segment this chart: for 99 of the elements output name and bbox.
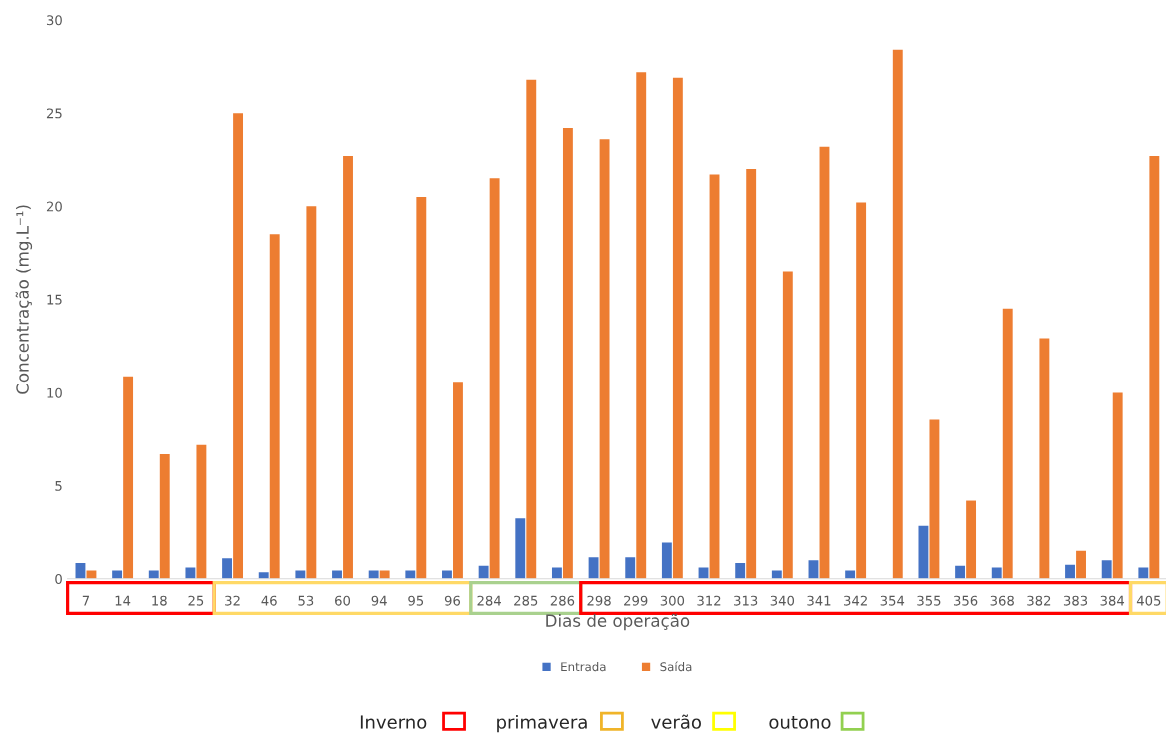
x-tick-label: 356	[954, 595, 978, 606]
y-tick-label: 5	[55, 481, 62, 491]
bar	[955, 565, 966, 579]
x-tick-label: 300	[660, 595, 685, 606]
x-tick-label: 354	[880, 595, 905, 606]
bar	[148, 570, 159, 579]
bar	[453, 382, 463, 579]
x-tick-label: 284	[477, 595, 501, 606]
bar	[562, 128, 573, 579]
x-tick-label: 405	[1136, 595, 1161, 606]
bar	[735, 562, 746, 579]
x-tick-label: 299	[624, 595, 648, 606]
bar	[856, 202, 867, 579]
y-tick-label: 0	[55, 573, 62, 584]
bar	[233, 113, 243, 579]
bar	[489, 178, 500, 579]
x-tick-label: 313	[734, 595, 758, 606]
x-tick-label: 46	[261, 595, 277, 606]
x-tick-label: 14	[115, 595, 131, 606]
x-tick-label: 25	[188, 595, 204, 606]
bar	[515, 518, 526, 579]
y-tick-label: 10	[47, 387, 62, 398]
x-tick-label: 60	[335, 595, 351, 606]
bar	[478, 565, 489, 579]
bar	[636, 72, 647, 579]
bar	[306, 206, 317, 579]
bar	[343, 155, 353, 579]
bar	[966, 500, 977, 579]
bar	[1002, 308, 1013, 579]
x-tick-label: 18	[152, 595, 167, 606]
bar	[295, 570, 306, 579]
x-tick-label: 94	[371, 595, 387, 606]
x-tick-label: 382	[1027, 595, 1051, 606]
x-tick-label: 286	[550, 595, 575, 606]
bar	[1039, 338, 1050, 579]
bar	[1076, 550, 1086, 579]
y-tick-label: 25	[46, 108, 62, 119]
bar	[551, 567, 562, 579]
y-tick-label: 20	[46, 201, 62, 212]
bar	[1149, 155, 1160, 579]
bar	[771, 570, 782, 579]
text: outono	[769, 715, 831, 729]
bar	[258, 572, 269, 579]
text: primavera	[497, 714, 587, 733]
bar	[918, 525, 929, 579]
bar	[379, 570, 390, 579]
bar	[782, 271, 793, 579]
x-tick-label: 312	[697, 595, 721, 606]
x-tick-label: 53	[298, 595, 314, 606]
bar	[416, 196, 427, 579]
bar	[709, 174, 720, 579]
text: Inverno	[360, 715, 427, 729]
bar	[892, 49, 903, 579]
bar	[661, 542, 672, 579]
x-tick-label: 383	[1063, 595, 1088, 606]
bar	[1101, 560, 1112, 579]
bar	[1112, 392, 1123, 579]
bar	[332, 570, 342, 579]
bar	[123, 376, 134, 579]
x-tick-label: 341	[807, 595, 831, 606]
bar	[746, 169, 757, 579]
bar	[368, 570, 379, 579]
bar	[185, 567, 196, 579]
x-tick-label: 342	[844, 595, 867, 606]
bar	[929, 419, 940, 579]
x-tick-label: 298	[587, 595, 611, 606]
x-axis-title: Dias de operação	[546, 613, 690, 631]
bar	[1065, 564, 1075, 579]
x-tick-label: 384	[1100, 595, 1125, 606]
bar	[672, 77, 683, 579]
bar	[819, 146, 830, 579]
x-tick-label: 95	[408, 595, 424, 606]
bar	[625, 557, 636, 579]
x-tick-label: 285	[514, 595, 538, 606]
bar	[991, 567, 1002, 579]
y-tick-label: 30	[46, 15, 62, 26]
x-tick-label: 340	[770, 595, 795, 606]
x-tick-label: 32	[225, 595, 240, 606]
bar	[196, 444, 207, 579]
bar	[112, 570, 123, 579]
bar	[442, 570, 452, 579]
bar	[599, 139, 610, 579]
bar	[159, 453, 170, 579]
x-tick-label: 368	[990, 595, 1014, 606]
bar	[526, 79, 537, 579]
bar	[845, 570, 856, 579]
bar	[1138, 567, 1149, 579]
bar	[588, 557, 599, 579]
text: verão	[651, 714, 701, 729]
y-tick-label: 15	[47, 294, 62, 305]
x-tick-label: 355	[917, 595, 941, 606]
x-tick-label: 7	[82, 595, 90, 606]
bar	[269, 234, 280, 579]
x-tick-label: 96	[444, 595, 461, 606]
bar	[222, 558, 233, 579]
y-axis-title: Concentração (mg.L⁻¹)	[15, 205, 33, 394]
bar	[405, 570, 416, 579]
legend-label: Saída	[660, 661, 692, 672]
legend-label: Entrada	[561, 662, 606, 672]
